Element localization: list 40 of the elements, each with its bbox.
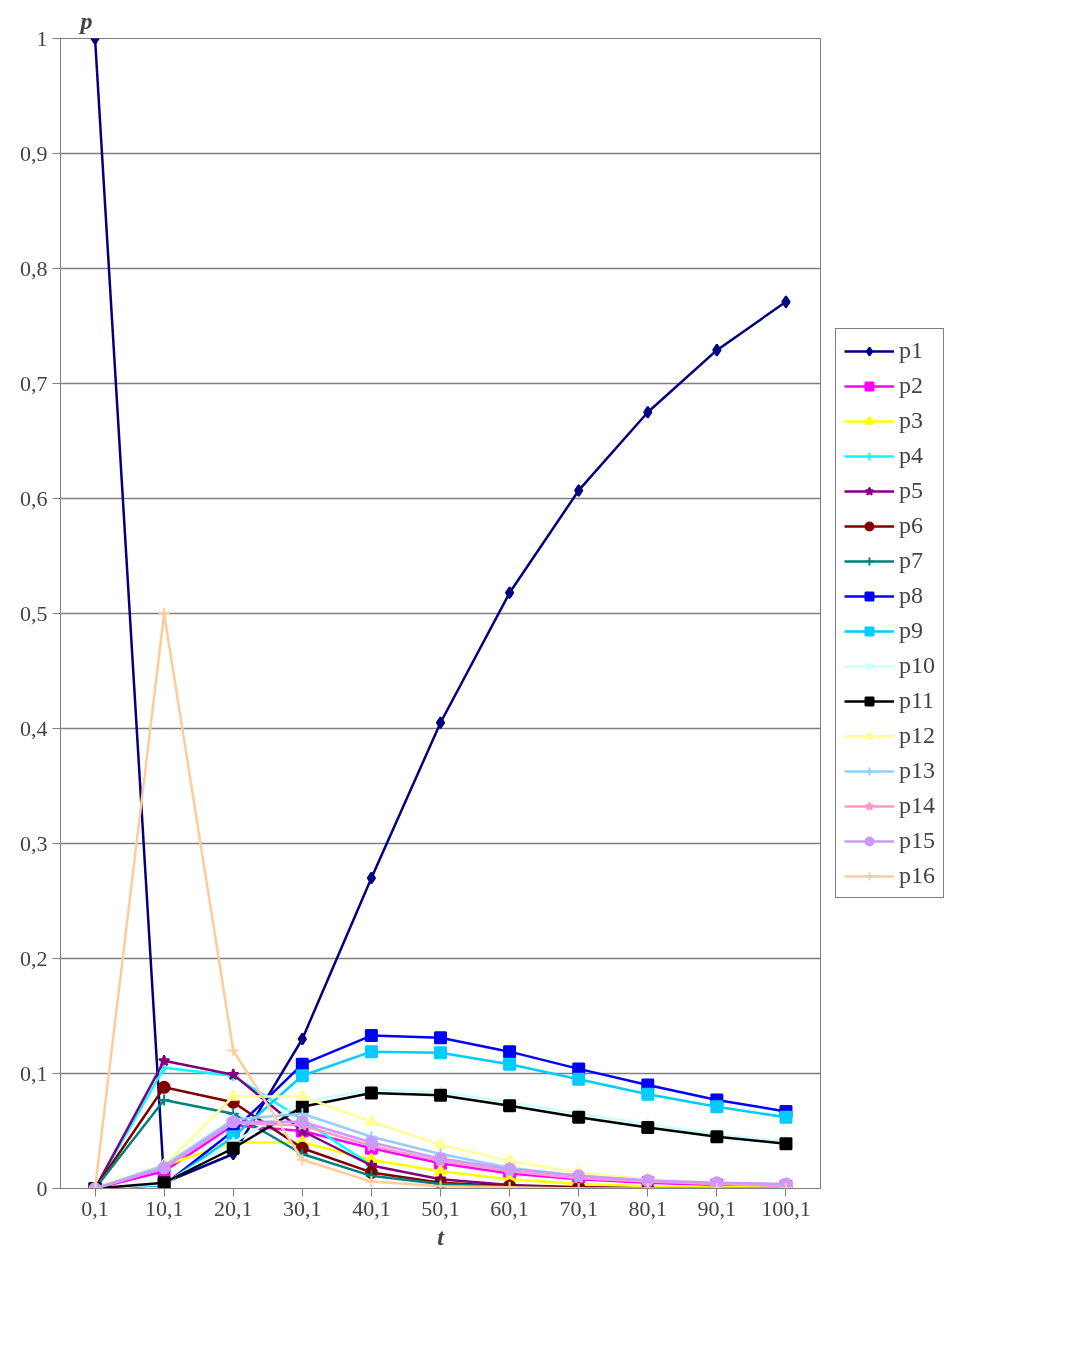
x-tick-label: 0,1	[81, 1195, 109, 1221]
y-axis-title: p	[78, 7, 93, 34]
legend-label: p6	[899, 512, 923, 539]
y-tick-label: 0,6	[20, 485, 48, 511]
x-tick-label: 30,1	[283, 1195, 322, 1221]
legend-label: p16	[899, 862, 935, 889]
x-tick-label: 100,1	[761, 1195, 811, 1221]
x-axis-title: t	[437, 1223, 446, 1250]
x-tick-label: 70,1	[559, 1195, 598, 1221]
y-tick-label: 1	[36, 25, 48, 51]
x-tick-label: 40,1	[352, 1195, 391, 1221]
legend-label: p10	[899, 652, 935, 679]
y-tick-label: 0,8	[20, 255, 48, 281]
y-tick-label: 0,9	[20, 140, 48, 166]
legend-label: p12	[899, 722, 935, 749]
y-tick-label: 0,3	[20, 830, 48, 856]
legend-label: p9	[899, 617, 923, 644]
legend-label: p5	[899, 477, 923, 504]
y-tick-label: 0,2	[20, 945, 48, 971]
x-tick-label: 20,1	[213, 1195, 253, 1221]
x-tick-label: 90,1	[697, 1195, 737, 1221]
legend-label: p11	[899, 687, 935, 714]
legend-label: p8	[899, 582, 923, 609]
y-tick-label: 0,4	[20, 715, 48, 741]
legend-label: p14	[899, 792, 935, 819]
x-tick-label: 60,1	[490, 1195, 529, 1221]
y-tick-label: 0,1	[20, 1060, 48, 1086]
legend-label: p13	[899, 757, 935, 784]
legend-label: p15	[899, 827, 935, 854]
legend-label: p7	[899, 547, 923, 574]
x-tick-label: 10,1	[144, 1195, 184, 1221]
x-tick-label: 50,1	[421, 1195, 460, 1221]
y-tick-label: 0,7	[20, 370, 48, 396]
x-tick-label: 80,1	[628, 1195, 668, 1221]
y-tick-label: 0,5	[20, 600, 48, 626]
legend-label: p4	[899, 442, 923, 469]
legend-label: p3	[899, 407, 923, 434]
y-tick-label: 0	[36, 1175, 48, 1201]
legend-label: p1	[899, 337, 923, 364]
legend-label: p2	[899, 372, 923, 399]
